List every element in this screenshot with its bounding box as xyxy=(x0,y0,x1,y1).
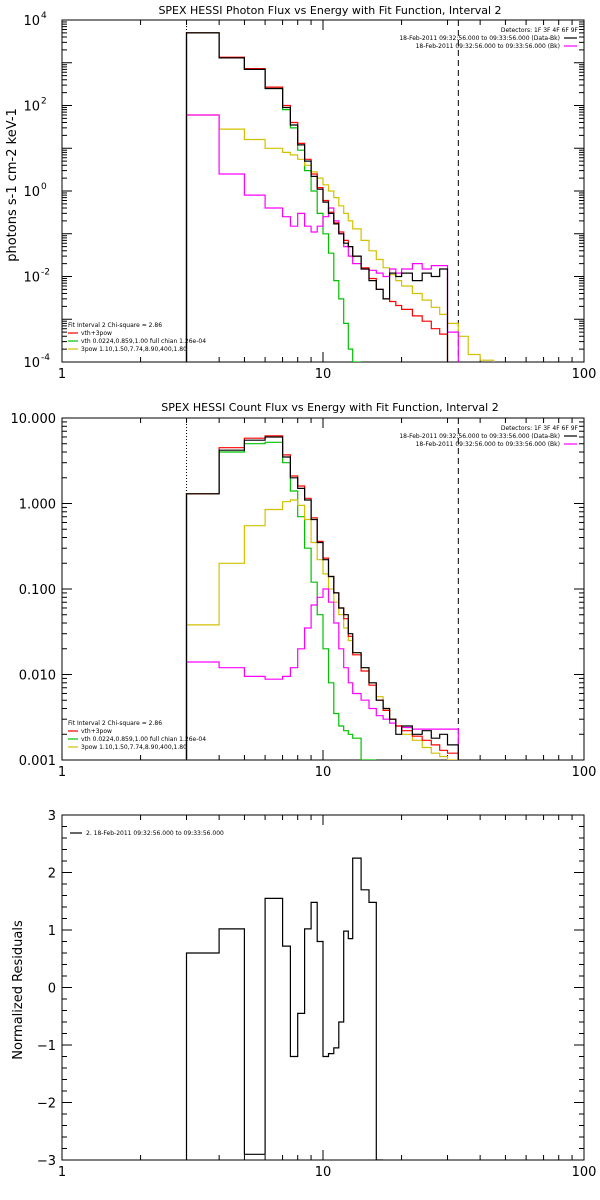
fit-legend-entry: vth+3pow xyxy=(81,330,112,337)
legend-entry: 18-Feb-2011 09:32:56.000 to 09:33:56.000… xyxy=(416,441,560,448)
fit-legend-title: Fit Interval 2 Chi-square = 2.86 xyxy=(68,720,162,727)
fit-legend-entry: vth 0.0224,0.859,1.00 full chian 1.26e-0… xyxy=(81,736,206,743)
y-tick-label: 10 xyxy=(23,14,40,29)
y-tick-exponent: 4 xyxy=(41,11,47,21)
count-flux-title: SPEX HESSI Count Flux vs Energy with Fit… xyxy=(161,401,498,414)
series-line xyxy=(185,441,377,760)
legend-entry: 18-Feb-2011 09:32:56.000 to 09:33:56.000… xyxy=(399,35,560,42)
fit-legend-entry: vth 0.0224,0.859,1.00 full chian 1.26e-0… xyxy=(81,338,206,345)
y-tick-exponent: 0 xyxy=(41,182,47,192)
x-tick-label: 1 xyxy=(58,1165,66,1180)
series-line xyxy=(185,32,449,362)
x-tick-label: 1 xyxy=(58,367,66,382)
y-tick-label: 1 xyxy=(48,924,56,939)
legend-title: Detectors: 1F 3F 4F 6F 9F xyxy=(501,27,579,34)
series-line xyxy=(185,857,384,1160)
count-flux-plot: 1 10 100 0.001 0.010 0.100 1.000 10.000 Detector… xyxy=(11,412,597,780)
series-group xyxy=(185,32,495,362)
x-tick-label: 1 xyxy=(58,765,66,780)
residuals-panel: Normalized Residuals 1 10 100 −3 −2 −1 0 1 2 3 2. … xyxy=(11,809,596,1180)
x-tick-label: 100 xyxy=(572,1165,597,1180)
y-tick-exponent: 2 xyxy=(41,97,47,107)
legend-title: Detectors: 1F 3F 4F 6F 9F xyxy=(501,425,579,432)
y-tick-label: −1 xyxy=(37,1039,56,1054)
y-tick-label: 10 xyxy=(23,100,40,115)
y-tick-label: 0.100 xyxy=(19,583,56,598)
count-flux-panel: SPEX HESSI Count Flux vs Energy with Fit… xyxy=(11,401,597,780)
photon-flux-ylabel: photons s-1 cm-2 keV-1 xyxy=(5,108,20,262)
legend-entry: 2. 18-Feb-2011 09:32:56.000 to 09:33:56.… xyxy=(86,830,224,837)
series-line xyxy=(185,436,459,760)
photon-flux-title: SPEX HESSI Photon Flux vs Energy with Fi… xyxy=(158,4,501,17)
x-tick-label: 10 xyxy=(315,1165,332,1180)
y-tick-exponent: -2 xyxy=(41,268,50,278)
fit-legend-title: Fit Interval 2 Chi-square = 2.86 xyxy=(68,322,162,329)
y-tick-label: 2 xyxy=(48,867,56,882)
residuals-ylabel: Normalized Residuals xyxy=(11,920,26,1060)
y-tick-label: 10 xyxy=(23,356,40,371)
fit-legend-entry: 3pow 1.10,1.50,7.74,8.90,400,1.80 xyxy=(81,744,187,751)
y-tick-exponent: -4 xyxy=(41,353,50,363)
x-tick-label: 100 xyxy=(572,765,597,780)
y-tick-label: 10.000 xyxy=(11,412,57,427)
y-tick-label: −2 xyxy=(37,1097,56,1112)
residuals-plot: 1 10 100 −3 −2 −1 0 1 2 3 2. 18-Feb-2011 09:32:56.… xyxy=(37,809,597,1180)
x-tick-label: 10 xyxy=(315,367,332,382)
y-tick-label: −3 xyxy=(37,1154,56,1169)
x-tick-label: 10 xyxy=(315,765,332,780)
series-line xyxy=(185,114,495,362)
x-tick-label: 100 xyxy=(572,367,597,382)
series-group xyxy=(185,857,384,1160)
y-tick-label: 0.001 xyxy=(19,754,56,769)
series-group xyxy=(185,435,459,760)
y-tick-label: 0 xyxy=(48,982,56,997)
legend-entry: 18-Feb-2011 09:32:56.000 to 09:33:56.000… xyxy=(399,433,560,440)
photon-flux-panel: SPEX HESSI Photon Flux vs Energy with Fi… xyxy=(5,4,596,382)
fit-legend-entry: vth+3pow xyxy=(81,728,112,735)
y-tick-label: 0.010 xyxy=(19,669,56,684)
y-tick-label: 1.000 xyxy=(19,498,56,513)
y-tick-label: 3 xyxy=(48,809,56,824)
legend-entry: 18-Feb-2011 09:32:56.000 to 09:33:56.000… xyxy=(416,43,560,50)
y-tick-label: 10 xyxy=(23,185,40,200)
fit-legend-entry: 3pow 1.10,1.50,7.74,8.90,400,1.80 xyxy=(81,346,187,353)
y-tick-label: 10 xyxy=(23,271,40,286)
